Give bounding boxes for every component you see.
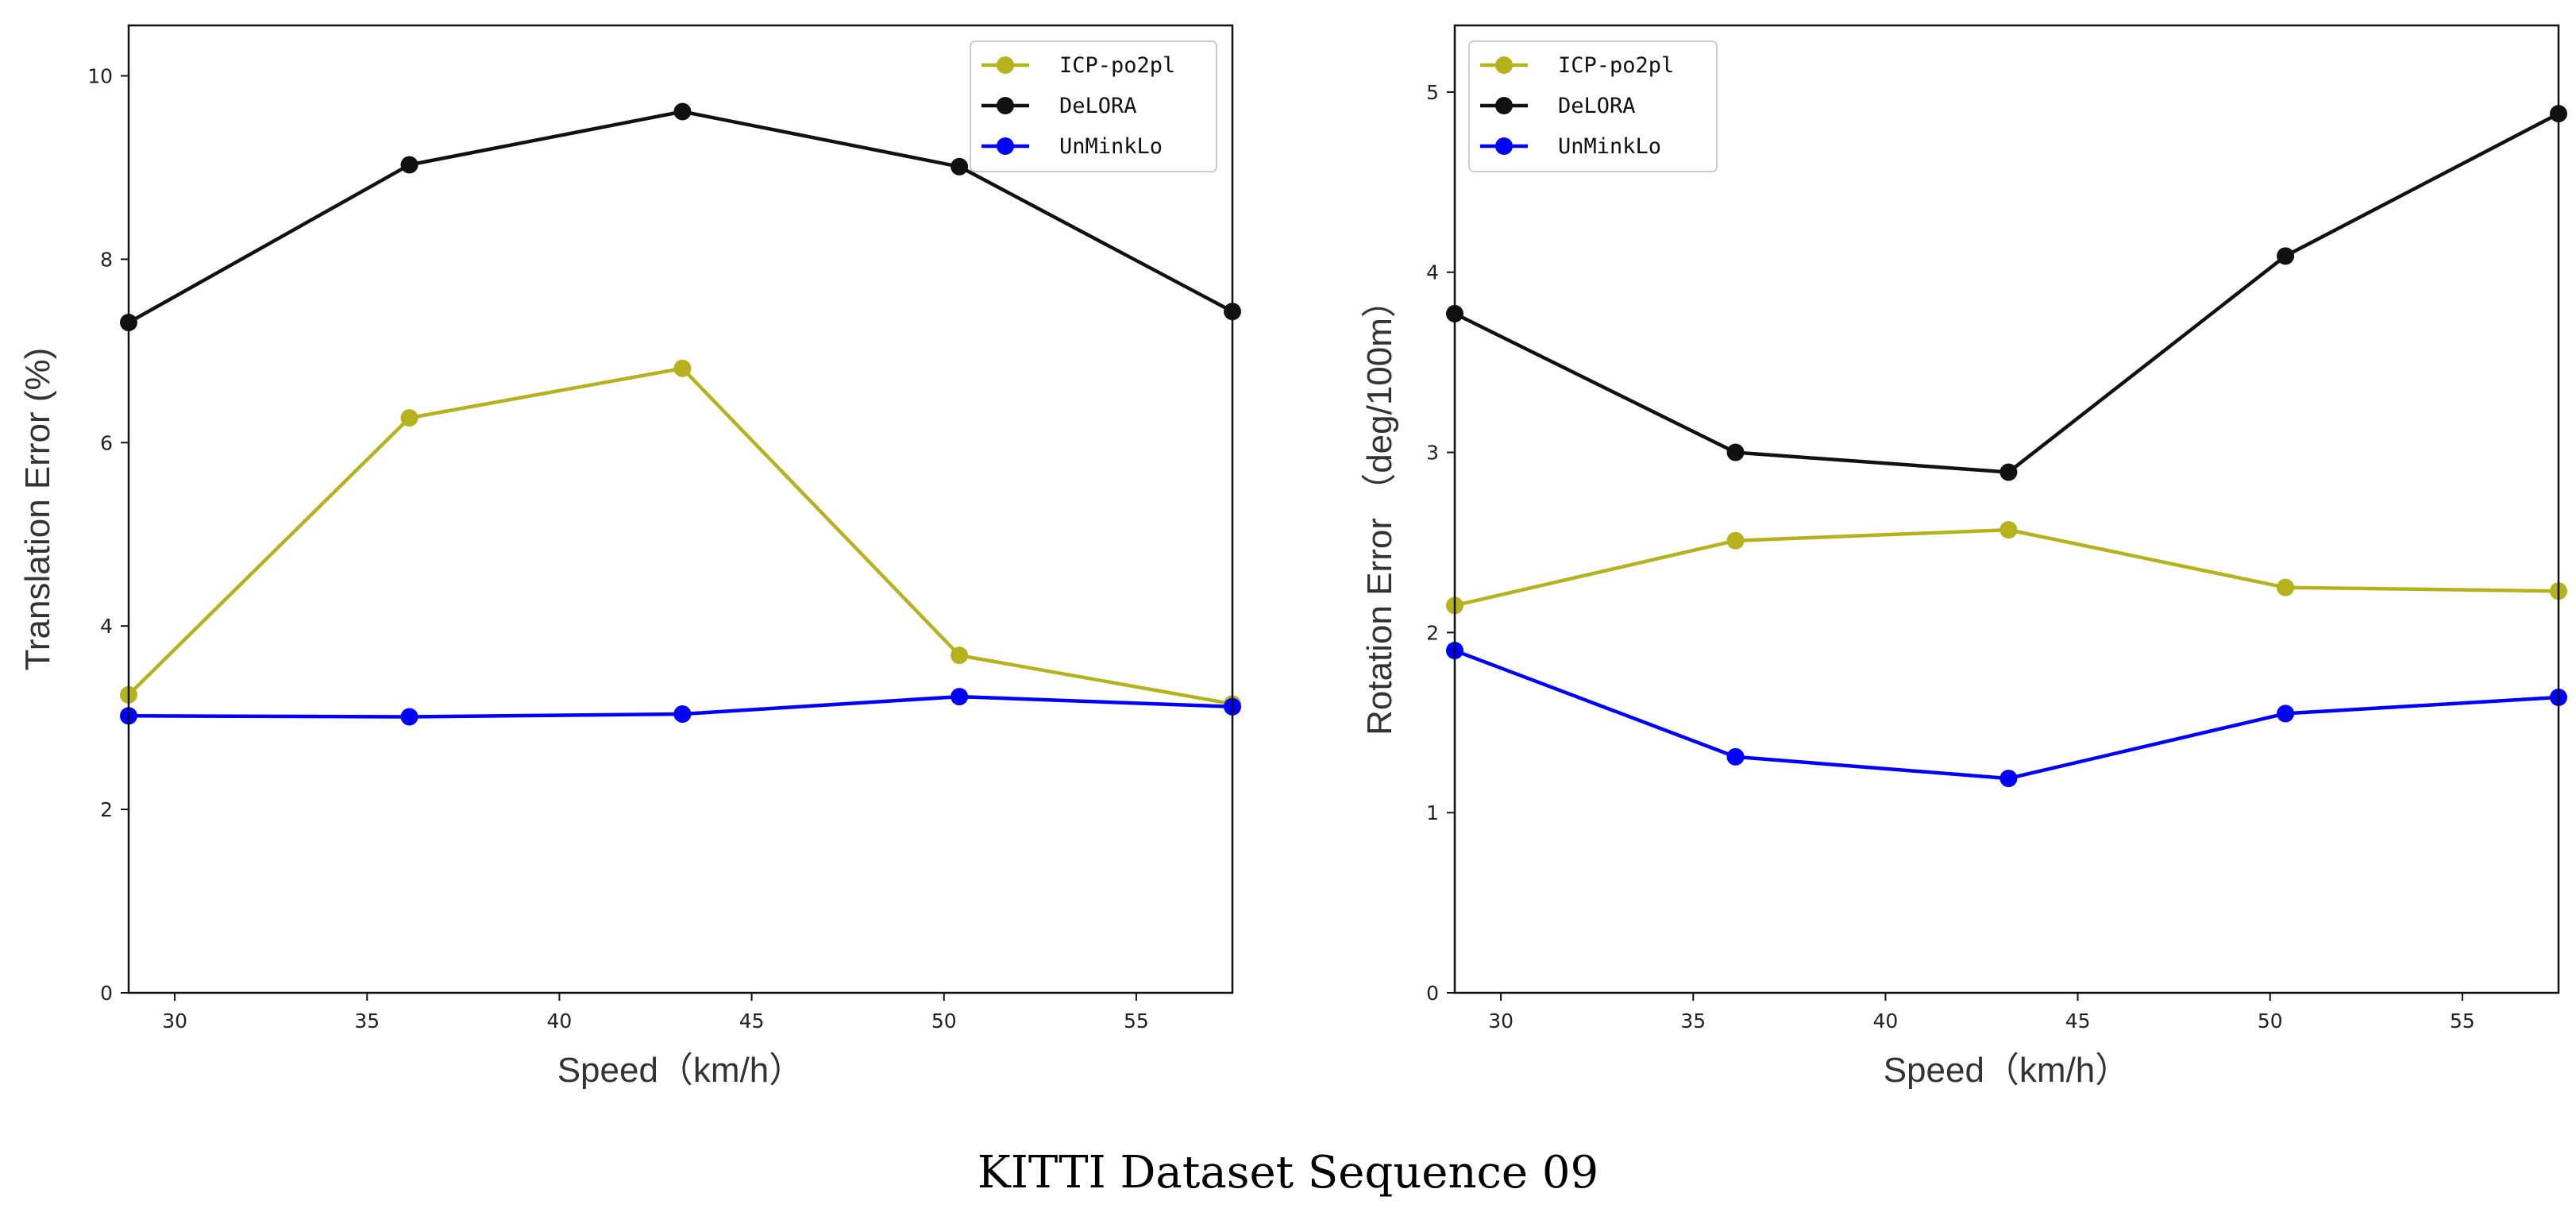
legend-frame bbox=[1468, 41, 1718, 172]
y-axis-label: Rotation Error （deg/100m） bbox=[1360, 283, 1399, 735]
series-line-ICP-po2pl bbox=[127, 366, 1233, 706]
data-point bbox=[1999, 463, 2018, 481]
x-tick-label: 35 bbox=[354, 1009, 380, 1033]
data-point bbox=[673, 359, 692, 377]
y-tick-label: 0 bbox=[1426, 982, 1439, 1005]
y-tick-label: 2 bbox=[100, 798, 113, 821]
x-tick-label: 55 bbox=[1124, 1009, 1149, 1033]
legend-marker bbox=[1495, 56, 1513, 74]
x-axis-label: Speed（km/h） bbox=[557, 1051, 804, 1090]
data-point bbox=[400, 409, 418, 427]
legend-label: DeLORA bbox=[1558, 94, 1636, 118]
x-tick-label: 50 bbox=[931, 1009, 957, 1033]
figure-caption: KITTI Dataset Sequence 09 bbox=[978, 1147, 1598, 1199]
data-point bbox=[1999, 521, 2018, 539]
legend-label: DeLORA bbox=[1059, 94, 1137, 118]
series-line-ICP-po2pl bbox=[1454, 527, 2559, 608]
x-tick-label: 30 bbox=[1488, 1009, 1514, 1033]
legend: ICP-po2pl DeLORA UnMinkLo bbox=[970, 41, 1217, 172]
x-tick-label: 45 bbox=[2065, 1009, 2091, 1033]
plot-frame bbox=[1453, 24, 2560, 994]
data-point bbox=[2277, 247, 2295, 265]
data-point bbox=[951, 688, 969, 706]
legend-label: ICP-po2pl bbox=[1059, 53, 1175, 78]
data-point bbox=[951, 157, 969, 176]
legend-frame bbox=[970, 41, 1217, 172]
x-tick-label: 35 bbox=[1680, 1009, 1706, 1033]
y-tick-label: 0 bbox=[100, 982, 113, 1005]
y-tick-label: 5 bbox=[1426, 81, 1439, 104]
x-tick-label: 30 bbox=[162, 1009, 187, 1033]
data-point bbox=[2277, 705, 2295, 723]
legend-label: UnMinkLo bbox=[1059, 134, 1163, 159]
x-tick-label: 45 bbox=[739, 1009, 765, 1033]
x-tick-label: 40 bbox=[547, 1009, 573, 1033]
legend-marker bbox=[1495, 137, 1513, 155]
x-tick-label: 50 bbox=[2258, 1009, 2283, 1033]
y-tick-label: 2 bbox=[1426, 621, 1439, 644]
data-point bbox=[1726, 443, 1745, 461]
plot-frame bbox=[127, 24, 1234, 994]
chart-panel-1: 30 35 40 45 50 55 0 2 4 6 8 10 Speed（km/h） Translatio… bbox=[18, 24, 1241, 1090]
y-tick-label: 10 bbox=[87, 64, 113, 87]
y-tick-label: 4 bbox=[1426, 261, 1439, 284]
data-point bbox=[673, 705, 692, 724]
y-tick-label: 3 bbox=[1426, 442, 1439, 465]
legend-marker bbox=[1495, 97, 1513, 114]
x-axis-label: Speed（km/h） bbox=[1884, 1051, 2131, 1090]
data-point bbox=[400, 708, 418, 726]
legend-marker bbox=[997, 56, 1014, 74]
legend: ICP-po2pl DeLORA UnMinkLo bbox=[1468, 41, 1718, 172]
legend-label: UnMinkLo bbox=[1558, 134, 1661, 159]
data-point bbox=[1999, 770, 2018, 788]
series-line-UnMinkLo bbox=[1454, 648, 2559, 781]
x-tick-label: 55 bbox=[2450, 1009, 2475, 1033]
y-tick-label: 1 bbox=[1426, 801, 1439, 824]
y-axis-label: Translation Error (%) bbox=[18, 348, 57, 671]
y-tick-label: 8 bbox=[100, 248, 113, 271]
legend-marker bbox=[997, 137, 1014, 155]
data-point bbox=[1726, 747, 1745, 766]
data-point bbox=[400, 156, 418, 174]
data-point bbox=[1726, 531, 1745, 550]
y-tick-label: 4 bbox=[100, 615, 113, 638]
data-point bbox=[2277, 578, 2295, 596]
x-tick-label: 40 bbox=[1873, 1009, 1899, 1033]
data-point bbox=[673, 102, 692, 121]
legend-label: ICP-po2pl bbox=[1558, 53, 1674, 78]
legend-marker bbox=[997, 97, 1014, 114]
y-tick-label: 6 bbox=[100, 431, 113, 454]
data-point bbox=[951, 647, 969, 665]
